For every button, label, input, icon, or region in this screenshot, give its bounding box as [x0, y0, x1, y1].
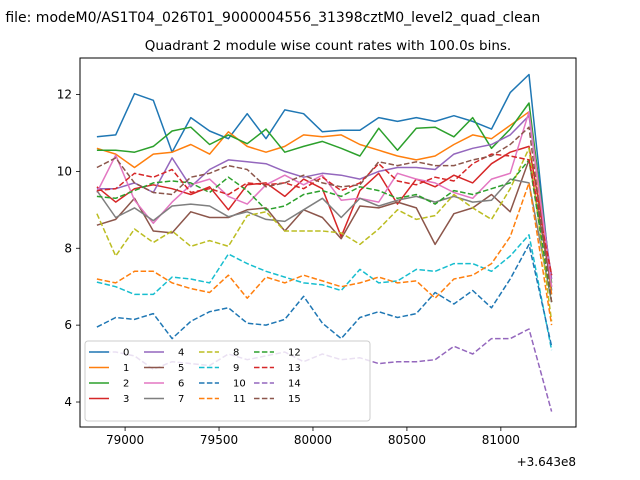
- series-line-3: [96, 145, 553, 276]
- series-line-10: [96, 243, 553, 347]
- suptitle: n file: modeM0/AS1T04_026T01_9000004556_…: [0, 10, 540, 26]
- legend-label-11: 11: [233, 394, 246, 405]
- series-line-13: [96, 153, 553, 276]
- legend-label-15: 15: [288, 394, 301, 405]
- series-line-12: [96, 159, 553, 303]
- x-tick-label: 80000: [294, 433, 332, 447]
- series-line-8: [96, 147, 553, 322]
- legend-label-7: 7: [178, 394, 184, 405]
- legend-label-1: 1: [123, 363, 129, 374]
- y-tick-label: 4: [64, 395, 72, 409]
- legend-label-5: 5: [178, 363, 184, 374]
- y-tick-label: 10: [57, 164, 72, 178]
- series-line-9: [96, 234, 553, 351]
- series-line-15: [96, 126, 553, 303]
- legend-label-4: 4: [178, 348, 184, 359]
- legend-label-3: 3: [123, 394, 129, 405]
- series-line-4: [96, 114, 553, 280]
- y-tick-label: 12: [57, 88, 72, 102]
- y-tick-label: 8: [64, 241, 72, 255]
- legend-label-6: 6: [178, 379, 184, 390]
- legend-label-2: 2: [123, 379, 129, 390]
- x-tick-label: 81000: [482, 433, 520, 447]
- legend-label-0: 0: [123, 348, 129, 359]
- legend-label-12: 12: [288, 348, 301, 359]
- series-line-11: [96, 182, 553, 326]
- legend-label-13: 13: [288, 363, 301, 374]
- legend-label-14: 14: [288, 379, 301, 390]
- x-tick-label: 79500: [200, 433, 238, 447]
- series-line-6: [96, 111, 553, 287]
- series-line-2: [96, 102, 553, 283]
- x-tick-label: 80500: [388, 433, 426, 447]
- series-line-1: [96, 111, 553, 295]
- x-tick-label: 79000: [106, 433, 144, 447]
- y-axis: 4 6 8 10 12: [57, 88, 80, 409]
- legend-label-9: 9: [233, 363, 239, 374]
- legend-label-8: 8: [233, 348, 239, 359]
- series-line-7: [96, 178, 553, 303]
- plot-frame: [79, 57, 577, 428]
- legend-label-10: 10: [233, 379, 246, 390]
- x-axis: 79000 79500 80000 80500 81000: [106, 427, 520, 447]
- legend-box: [84, 340, 371, 422]
- x-offset-label: +3.643e8: [517, 455, 576, 469]
- y-tick-label: 6: [64, 318, 72, 332]
- chart-title: Quadrant 2 module wise count rates with …: [145, 38, 511, 54]
